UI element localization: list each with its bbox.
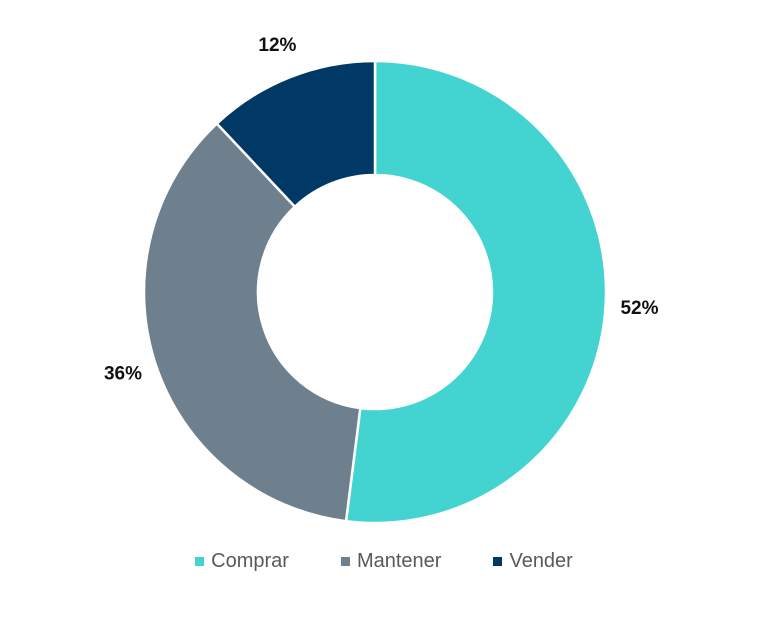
legend-item-vender: Vender xyxy=(493,550,573,573)
legend-item-comprar: Comprar xyxy=(195,550,289,573)
legend-swatch xyxy=(340,557,350,566)
slice-comprar xyxy=(344,59,608,525)
slice-mantener xyxy=(142,121,362,523)
legend-label: Mantener xyxy=(356,550,442,572)
slice-label-mantener: 36% xyxy=(104,363,142,384)
slice-label-comprar: 52% xyxy=(620,298,658,319)
legend-label: Comprar xyxy=(211,550,289,572)
slice-vender xyxy=(215,59,377,209)
legend-label: Vender xyxy=(509,550,573,572)
donut-slices xyxy=(142,59,608,525)
chart-legend: Comprar Mantener Vender xyxy=(0,550,768,573)
slice-labels: 52% 36% 12% xyxy=(104,35,659,384)
legend-swatch xyxy=(195,557,205,566)
legend-swatch xyxy=(493,557,503,566)
legend-item-mantener: Mantener xyxy=(340,550,442,573)
slice-label-vender: 12% xyxy=(258,35,296,56)
